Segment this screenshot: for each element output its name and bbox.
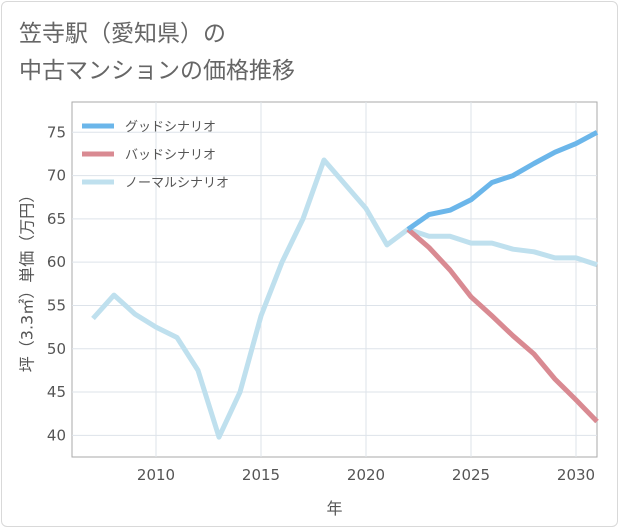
y-tick-label: 60 bbox=[47, 253, 66, 271]
x-tick-label: 2030 bbox=[557, 466, 595, 484]
series-lines bbox=[91, 130, 599, 440]
series-line-bad bbox=[406, 227, 599, 424]
x-tick-label: 2025 bbox=[452, 466, 490, 484]
y-tick-label: 70 bbox=[47, 167, 66, 185]
legend-label-normal: ノーマルシナリオ bbox=[125, 176, 229, 191]
x-tick-label: 2020 bbox=[347, 466, 385, 484]
x-tick-label: 2015 bbox=[242, 466, 280, 484]
x-axis-ticks: 2010 2015 2020 2025 2030 bbox=[137, 466, 595, 484]
y-tick-label: 55 bbox=[47, 296, 66, 314]
y-tick-label: 75 bbox=[47, 123, 66, 141]
plot-area bbox=[71, 101, 598, 458]
chart-title-line-2: 中古マンションの価格推移 bbox=[19, 58, 295, 84]
y-tick-label: 50 bbox=[47, 340, 66, 358]
x-tick-label: 2010 bbox=[137, 466, 175, 484]
legend-label-good: グッドシナリオ bbox=[125, 120, 216, 135]
chart-title: 笠寺駅（愛知県）の 中古マンションの価格推移 bbox=[19, 16, 295, 90]
y-axis-title: 坪（3.3㎡）単価（万円） bbox=[18, 187, 37, 372]
y-tick-label: 65 bbox=[47, 210, 66, 228]
y-tick-label: 45 bbox=[47, 383, 66, 401]
y-tick-label: 40 bbox=[47, 426, 66, 444]
legend-label-bad: バッドシナリオ bbox=[125, 148, 216, 163]
chart-title-line-1: 笠寺駅（愛知県）の bbox=[19, 21, 226, 47]
y-axis-ticks: 40 45 50 55 60 65 70 75 bbox=[47, 123, 66, 444]
x-axis-title: 年 bbox=[326, 499, 342, 518]
series-line-normal bbox=[91, 157, 598, 440]
series-line-good bbox=[406, 130, 599, 232]
